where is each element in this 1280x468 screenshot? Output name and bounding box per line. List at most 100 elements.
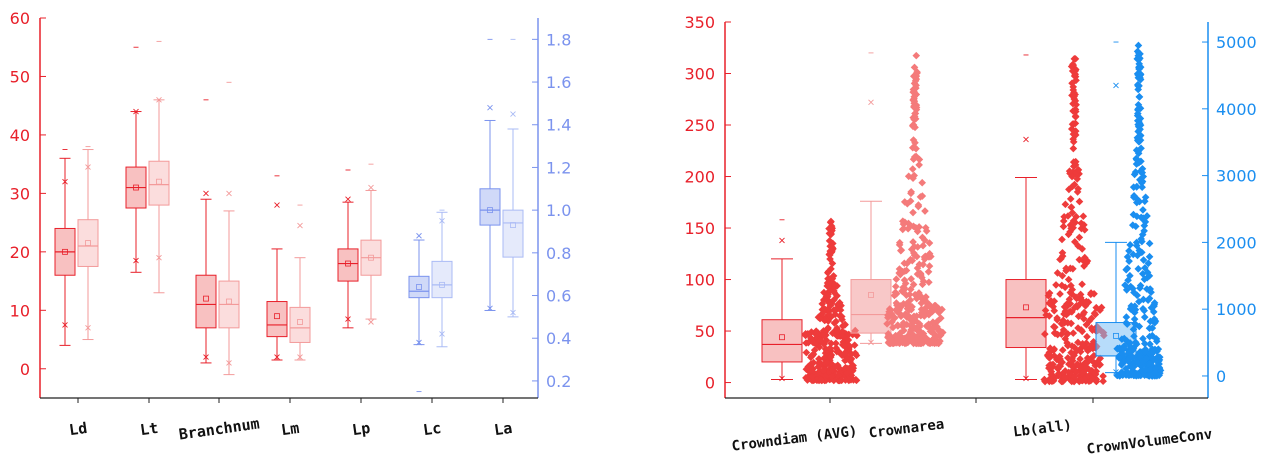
chart2-point bbox=[1134, 80, 1142, 89]
chart2-point bbox=[914, 202, 923, 211]
chart2-point bbox=[1081, 302, 1090, 310]
chart2-point bbox=[840, 342, 849, 350]
chart2-left-tick-label: 200 bbox=[684, 168, 715, 187]
chart2-point bbox=[1141, 264, 1149, 272]
chart1-right-tick-label: 1.2 bbox=[546, 158, 571, 177]
chart2-point bbox=[909, 174, 917, 183]
chart2-point bbox=[915, 320, 924, 328]
chart2-point bbox=[802, 374, 810, 382]
chart2-point bbox=[1045, 299, 1054, 308]
chart2-point bbox=[1071, 238, 1079, 246]
chart2-point bbox=[830, 295, 838, 304]
chart2-point bbox=[912, 152, 920, 161]
chart2-point bbox=[915, 161, 923, 169]
chart2-point bbox=[830, 287, 838, 295]
chart1-la-series1-outlier-0 bbox=[487, 305, 493, 312]
chart2-point bbox=[1058, 249, 1067, 257]
chart2-point bbox=[908, 165, 917, 173]
chart1-la-series2-outlier-0 bbox=[510, 309, 516, 316]
chart1-la-series2-mean-marker bbox=[510, 222, 516, 228]
chart2-point bbox=[1077, 376, 1086, 385]
chart2-lb-all-outlier-1 bbox=[1023, 136, 1029, 143]
chart2-point bbox=[1132, 340, 1141, 348]
chart2-point bbox=[828, 372, 837, 380]
chart2-point bbox=[1070, 303, 1079, 312]
chart1-lc-series2-mean-marker bbox=[439, 281, 445, 288]
chart2-point bbox=[895, 238, 904, 247]
chart2-point bbox=[1065, 167, 1074, 175]
chart2-point bbox=[824, 324, 832, 332]
chart2-crownarea-points bbox=[883, 51, 947, 348]
chart2-point bbox=[1133, 182, 1141, 191]
chart2-point bbox=[914, 327, 923, 336]
chart2-point bbox=[1080, 308, 1088, 317]
chart2-point bbox=[925, 262, 934, 270]
chart1-left-tick-label: 50 bbox=[10, 67, 30, 86]
chart2-point bbox=[1137, 248, 1146, 257]
chart2-point bbox=[908, 333, 917, 341]
chart2-point bbox=[1144, 259, 1153, 268]
chart2-point bbox=[901, 218, 909, 227]
chart2-point bbox=[1145, 272, 1154, 280]
chart2-point bbox=[826, 301, 835, 310]
chart2-point bbox=[1141, 348, 1149, 356]
chart1-branchnum-series2-mean-marker bbox=[226, 298, 232, 305]
chart2-point bbox=[884, 334, 893, 342]
chart2-point bbox=[910, 92, 919, 101]
chart1-lm-series2-box bbox=[289, 306, 311, 343]
chart2-point bbox=[830, 319, 839, 327]
chart2-point bbox=[1124, 357, 1132, 365]
chart2-point bbox=[904, 311, 912, 320]
chart2-point bbox=[1136, 281, 1145, 290]
chart2-point bbox=[1129, 221, 1137, 229]
chart2-point bbox=[815, 343, 824, 351]
chart2-point bbox=[1125, 348, 1133, 357]
chart2-crowndiam-avg-points bbox=[801, 217, 861, 385]
chart2-point bbox=[820, 354, 828, 363]
chart1-category-label: Lt bbox=[139, 419, 159, 439]
chart1-lp-series1-outlier-0 bbox=[345, 316, 351, 322]
chart2-point bbox=[1083, 332, 1091, 341]
chart1-right-tick-label: 0.2 bbox=[546, 372, 571, 391]
chart2-point bbox=[1119, 344, 1128, 352]
chart2-point bbox=[1045, 361, 1053, 370]
chart2-left-tick-label: 0 bbox=[705, 374, 715, 393]
chart2-point bbox=[1099, 377, 1107, 386]
chart2-point bbox=[919, 241, 927, 250]
chart2-left-tick-label: 350 bbox=[684, 13, 715, 32]
chart2-point bbox=[1148, 324, 1157, 332]
chart2-point bbox=[1145, 239, 1154, 248]
chart2-point bbox=[909, 208, 917, 217]
chart2-point bbox=[922, 322, 931, 330]
chart2-point bbox=[930, 339, 939, 348]
chart2-point bbox=[1123, 253, 1132, 261]
chart2-point bbox=[1069, 162, 1078, 171]
chart2-point bbox=[925, 278, 933, 287]
chart1-category-label: La bbox=[493, 419, 513, 439]
chart2-point bbox=[1074, 312, 1083, 321]
chart2-point bbox=[1123, 337, 1131, 345]
chart2-point bbox=[1069, 217, 1078, 225]
chart1-left-tick-label: 20 bbox=[10, 243, 30, 262]
chart2-point bbox=[1085, 356, 1093, 365]
chart2-point bbox=[1136, 75, 1145, 84]
chart2-point bbox=[1064, 212, 1072, 220]
chart1-lm-series2-outlier-1 bbox=[297, 222, 303, 229]
chart2-lb-all-mean-marker bbox=[1023, 304, 1029, 311]
chart1-ld-series2-box bbox=[77, 219, 99, 267]
chart2-point bbox=[1118, 371, 1127, 379]
chart2-point bbox=[898, 333, 906, 342]
chart2-point bbox=[1138, 183, 1146, 191]
chart2-point bbox=[837, 301, 845, 310]
chart2-point bbox=[828, 366, 837, 374]
chart2-point bbox=[1067, 203, 1076, 212]
chart2-point bbox=[896, 310, 905, 318]
chart2-point bbox=[1154, 352, 1162, 361]
chart2-point bbox=[909, 72, 918, 80]
chart2-point bbox=[1069, 264, 1077, 273]
chart2-point bbox=[917, 335, 926, 343]
chart2-point bbox=[917, 271, 925, 279]
chart1-lm-series1-outlier-1 bbox=[274, 202, 280, 208]
chart2-point bbox=[900, 198, 909, 206]
